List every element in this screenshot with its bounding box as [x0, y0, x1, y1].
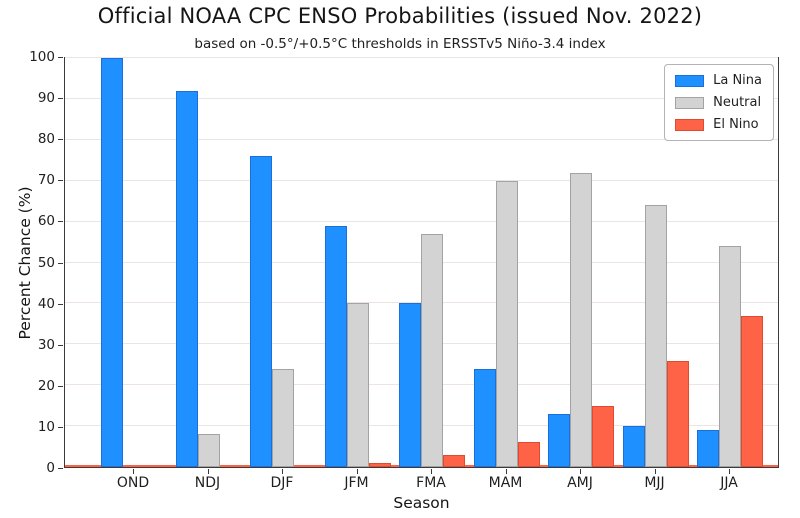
bar-el-nino-jfm [368, 462, 391, 467]
y-tick-mark [58, 303, 63, 305]
bar-group-djf [250, 58, 316, 467]
x-tick-mark [282, 469, 283, 474]
legend-swatch [675, 74, 705, 87]
legend-swatch [675, 118, 705, 131]
bar-el-nino-amj [592, 405, 614, 467]
y-tick-mark [58, 262, 63, 264]
x-axis-label: Season [393, 494, 450, 512]
gridline [65, 179, 778, 181]
x-tick-label-jja: JJA [720, 475, 738, 491]
x-tick-label-amj: AMJ [567, 475, 593, 491]
bar-group-ond [101, 58, 167, 467]
x-tick-mark [207, 469, 209, 474]
bar-la-nina-jja [697, 430, 719, 467]
gridline [65, 57, 778, 58]
x-tick-label-jfm: JFM [344, 475, 369, 491]
bar-el-nino-mam [517, 442, 540, 467]
x-tick-mark [505, 469, 507, 474]
y-tick-label: 90 [37, 90, 55, 107]
bar-group-jfm [324, 58, 391, 467]
y-tick-mark [58, 426, 63, 428]
plot-area: La Nina Neutral El Nino [64, 57, 779, 468]
bar-neutral-jja [719, 246, 741, 467]
y-tick-label: 100 [29, 49, 55, 65]
y-tick-mark [58, 468, 63, 469]
bar-group-amj [548, 58, 614, 467]
y-tick-label: 80 [37, 131, 55, 148]
bar-la-nina-fma [399, 303, 421, 467]
legend-swatch [675, 96, 705, 109]
bar-neutral-mjj [644, 205, 667, 467]
legend-label: La Nina [713, 73, 762, 88]
legend-item-la-nina: La Nina [675, 73, 762, 88]
x-tick-mark [654, 469, 656, 474]
x-tick-label-djf: DJF [270, 475, 294, 491]
bar-la-nina-djf [250, 156, 272, 467]
y-tick-mark [58, 57, 63, 58]
y-tick-label: 50 [37, 254, 55, 271]
bar-group-jja [697, 58, 763, 467]
x-tick-mark [133, 469, 134, 474]
y-tick-mark [58, 180, 63, 182]
bar-el-nino-jja [741, 315, 763, 467]
bar-la-nina-ndj [175, 90, 198, 467]
chart-subtitle: based on -0.5°/+0.5°C thresholds in ERSS… [194, 36, 606, 52]
y-tick-label: 40 [37, 295, 55, 312]
bar-neutral-djf [272, 368, 294, 467]
x-tick-label-fma: FMA [416, 475, 446, 491]
y-tick-label: 20 [37, 377, 55, 394]
bar-neutral-fma [421, 233, 443, 467]
x-tick-label-mjj: MJJ [644, 475, 665, 491]
y-tick-mark [58, 221, 63, 223]
bar-el-nino-mjj [666, 360, 689, 467]
x-tick-label-mam: MAM [488, 475, 523, 491]
y-tick-label: 10 [37, 418, 55, 435]
x-tick-label-ond: OND [116, 475, 150, 491]
legend-item-el-nino: El Nino [675, 117, 762, 132]
x-tick-mark [431, 469, 432, 474]
legend-label: Neutral [713, 95, 762, 110]
y-tick-mark [58, 139, 63, 141]
gridline [65, 220, 778, 222]
y-tick-label: 70 [37, 172, 55, 189]
gridline [65, 97, 778, 99]
bar-neutral-ndj [197, 434, 220, 467]
x-tick-mark [580, 469, 581, 474]
bar-la-nina-mam [473, 368, 496, 467]
bar-la-nina-mjj [622, 426, 645, 467]
bar-la-nina-jfm [324, 225, 347, 467]
bar-neutral-jfm [346, 303, 369, 467]
bar-group-fma [399, 58, 465, 467]
x-tick-mark [729, 469, 730, 474]
bar-neutral-mam [495, 180, 518, 467]
y-tick-mark [58, 98, 63, 100]
x-tick-mark [356, 469, 358, 474]
bar-group-mam [473, 58, 540, 467]
bar-group-mjj [622, 58, 689, 467]
x-tick-label-ndj: NDJ [194, 475, 221, 491]
legend: La Nina Neutral El Nino [664, 64, 774, 141]
y-tick-label: 60 [37, 213, 55, 230]
legend-item-neutral: Neutral [675, 95, 762, 110]
bar-el-nino-fma [443, 454, 465, 467]
bar-la-nina-ond [101, 58, 123, 467]
bar-neutral-amj [570, 172, 592, 467]
y-tick-mark [58, 385, 63, 387]
legend-label: El Nino [713, 117, 759, 132]
y-tick-label: 30 [37, 336, 55, 353]
bar-group-ndj [175, 58, 242, 467]
y-tick-label: 0 [46, 460, 55, 476]
chart-title: Official NOAA CPC ENSO Probabilities (is… [97, 4, 703, 28]
y-tick-mark [58, 344, 63, 346]
gridline [65, 138, 778, 140]
bar-la-nina-amj [548, 413, 570, 467]
